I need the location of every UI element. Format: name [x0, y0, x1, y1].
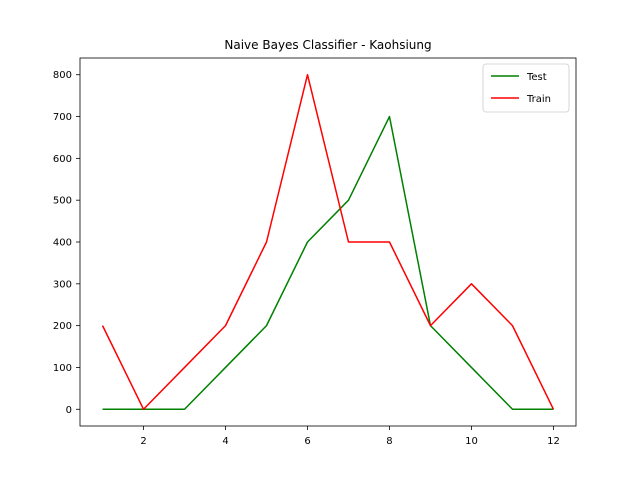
series-group [101, 73, 555, 411]
plot-area [79, 57, 577, 427]
legend-label: Train [526, 94, 551, 105]
legend-label: Test [526, 72, 547, 83]
y-tick-label: 300 [53, 279, 72, 290]
y-tick-label: 500 [53, 196, 72, 207]
legend-box [482, 63, 570, 113]
chart-title: Naive Bayes Classifier - Kaohsiung [224, 38, 431, 52]
y-tick-label: 700 [53, 112, 72, 123]
y-tick-label: 800 [53, 70, 72, 81]
series-line-train [101, 73, 555, 411]
y-axis: 0 100 200 300 400 500 600 700 800 [53, 70, 80, 416]
y-tick-label: 200 [53, 321, 72, 332]
plot-frame [79, 57, 577, 427]
x-tick-label: 8 [386, 436, 392, 447]
x-axis: 2 4 6 8 10 12 [140, 426, 560, 447]
x-tick-label: 4 [222, 436, 228, 447]
x-tick-label: 2 [140, 436, 146, 447]
series-line-test [102, 115, 554, 411]
y-tick-label: 600 [53, 154, 72, 165]
x-tick-label: 10 [465, 436, 478, 447]
y-tick-label: 100 [53, 363, 72, 374]
legend: Test Train [482, 63, 570, 113]
x-tick-label: 6 [304, 436, 310, 447]
x-tick-label: 12 [547, 436, 560, 447]
y-tick-label: 400 [53, 238, 72, 249]
y-tick-label: 0 [66, 405, 72, 416]
